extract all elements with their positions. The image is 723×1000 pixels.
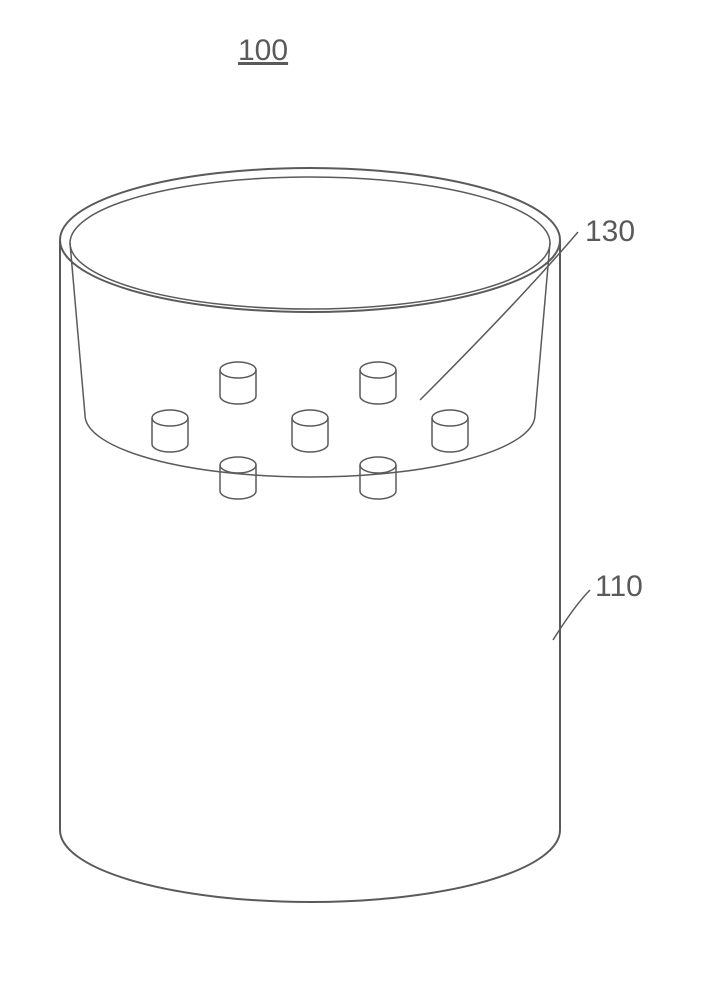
label-outer-wall: 110 xyxy=(595,570,643,604)
label-assembly-text: 100 xyxy=(238,34,288,67)
figure-canvas: 100 130 110 xyxy=(0,0,723,1000)
label-outer-wall-text: 110 xyxy=(595,570,643,603)
drawing-svg xyxy=(0,0,723,1000)
label-inner-surface: 130 xyxy=(585,215,635,249)
label-inner-surface-text: 130 xyxy=(585,215,635,248)
label-assembly: 100 xyxy=(238,34,288,68)
